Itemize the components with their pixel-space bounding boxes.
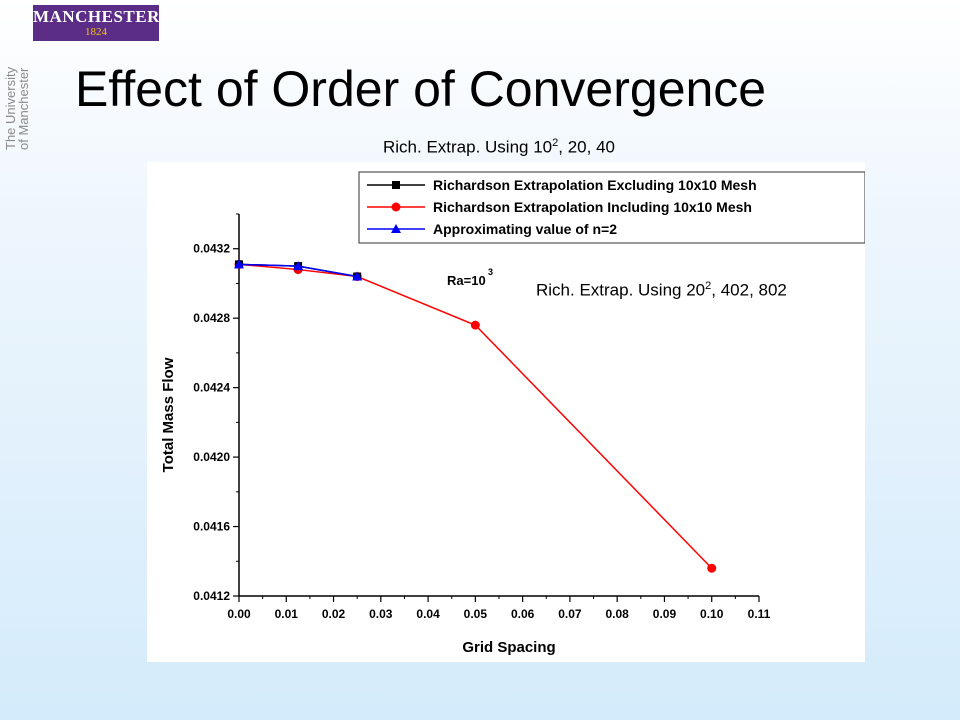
y-tick-label: 0.0412 xyxy=(193,589,230,603)
x-tick-label: 0.02 xyxy=(322,607,346,621)
y-axis-label: Total Mass Flow xyxy=(160,357,177,472)
annotation-top-sup: 2 xyxy=(552,137,559,149)
data-point-circle xyxy=(707,563,717,573)
x-tick-label: 0.08 xyxy=(606,607,630,621)
data-point-circle xyxy=(470,320,480,330)
data-point-triangle xyxy=(293,261,304,271)
series-line-circle xyxy=(238,263,713,569)
annotation-right: Rich. Extrap. Using 202, 402, 802 xyxy=(536,280,787,301)
y-tick-label: 0.0428 xyxy=(193,311,230,325)
y-tick-label: 0.0424 xyxy=(193,381,230,395)
y-tick-label: 0.0420 xyxy=(193,450,230,464)
legend-label: Approximating value of n=2 xyxy=(433,221,617,237)
logo-text: MANCHESTER xyxy=(33,7,160,26)
x-tick-label: 0.07 xyxy=(558,607,582,621)
slide-title: Effect of Order of Convergence xyxy=(75,61,767,117)
x-tick-label: 0.00 xyxy=(227,607,251,621)
university-vertical-label: The University of Manchester xyxy=(3,40,31,150)
y-tick-label: 0.0416 xyxy=(193,520,230,534)
annotation-right-suffix: , 402, 802 xyxy=(711,280,787,300)
x-tick-label: 0.05 xyxy=(464,607,488,621)
x-tick-label: 0.01 xyxy=(275,607,299,621)
data-point-triangle xyxy=(352,271,363,281)
legend-swatch-square xyxy=(392,181,400,189)
logo-year: 1824 xyxy=(85,26,107,38)
data-point-triangle xyxy=(234,259,244,269)
x-tick-label: 0.11 xyxy=(748,607,771,621)
x-tick-label: 0.04 xyxy=(416,607,440,621)
y-tick-label: 0.0432 xyxy=(193,242,230,256)
legend-box xyxy=(358,171,865,244)
x-tick-label: 0.09 xyxy=(653,607,677,621)
annotation-top-prefix: Rich. Extrap. Using 10 xyxy=(383,137,553,157)
chart-svg: 0.00 0.01 0.02 0.03 0.04 0.05 0.06 0.07 0.08 0.09… xyxy=(160,171,865,656)
x-tick-label: 0.03 xyxy=(369,607,393,621)
x-tick-label: 0.10 xyxy=(700,607,724,621)
chart-panel: 0.00 0.01 0.02 0.03 0.04 0.05 0.06 0.07 0.08 0.09… xyxy=(147,162,865,662)
legend-swatch-circle xyxy=(391,202,401,212)
university-logo: MANCHESTER 1824 xyxy=(33,5,159,41)
x-tick-label: 0.06 xyxy=(511,607,535,621)
annotation-top: Rich. Extrap. Using 102, 20, 40 xyxy=(383,137,615,158)
legend-swatch-triangle xyxy=(391,224,401,233)
ra-annotation: Ra=10 xyxy=(447,273,486,288)
vertical-text-2: of Manchester xyxy=(16,67,31,150)
x-axis-label: Grid Spacing xyxy=(462,639,555,656)
annotation-right-sup: 2 xyxy=(705,280,712,292)
annotation-top-suffix: , 20, 40 xyxy=(558,137,615,157)
ra-annotation-sup: 3 xyxy=(488,267,493,277)
legend-label: Richardson Extrapolation Excluding 10x10… xyxy=(433,177,757,193)
legend-label: Richardson Extrapolation Including 10x10… xyxy=(433,199,752,215)
annotation-right-prefix: Rich. Extrap. Using 20 xyxy=(536,280,706,300)
